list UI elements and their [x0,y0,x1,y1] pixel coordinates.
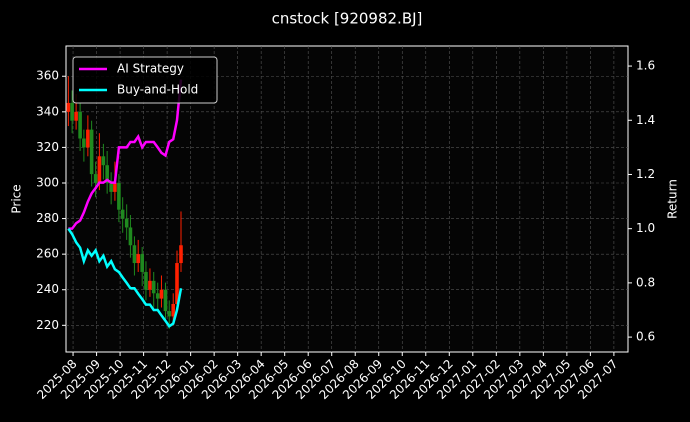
candle-body [175,263,179,304]
candle-body [128,227,133,246]
candle-body [132,245,137,264]
candle-body [124,218,129,228]
chart-title: cnstock [920982.BJ] [272,10,423,28]
y2-axis-label: Return [666,179,680,219]
series-line [68,79,183,230]
candle-body [159,289,164,299]
candle-body [151,280,156,294]
candle-body [86,129,90,148]
candle-body [136,254,140,264]
candle-body [163,289,168,312]
y-tick-label: 340 [36,104,59,118]
candle-body [179,245,183,264]
candle-body [78,111,82,139]
legend-label: Buy-and-Hold [117,83,198,97]
y-tick-label: 320 [36,140,59,154]
y2-tick-label: 1.4 [636,113,655,127]
y-tick-label: 260 [36,247,59,261]
candle-body [148,280,152,290]
candle-body [70,102,74,121]
legend-label: AI Strategy [117,62,184,76]
series-line [67,227,183,328]
candle-body [155,293,160,299]
candle-body [120,209,125,219]
y2-tick-label: 1.6 [636,59,655,73]
y-tick-label: 360 [36,69,59,83]
legend-box [72,56,218,104]
candle-body [171,303,176,317]
candle-body [117,182,121,210]
y-tick-label: 300 [36,175,59,189]
candle-body [66,102,71,112]
candle-body [101,156,106,166]
y-tick-label: 280 [36,211,59,225]
y2-tick-label: 0.8 [636,275,655,289]
y2-tick-label: 1.2 [636,167,655,181]
candle-body [82,138,86,148]
y2-tick-label: 0.6 [636,330,655,344]
candle-body [74,111,78,121]
candle-body [105,165,109,183]
candle-body [167,311,172,317]
candle-body [144,271,148,290]
candle-body [113,182,117,192]
candle-body [97,156,102,183]
candle-body [140,254,144,272]
candle-body [109,182,113,192]
y-tick-label: 220 [36,318,59,332]
y-tick-label: 240 [36,282,59,296]
candle-body [89,129,94,175]
candle-body [93,174,98,183]
y2-tick-label: 1.0 [636,221,655,235]
y-axis-label: Price [10,184,24,213]
